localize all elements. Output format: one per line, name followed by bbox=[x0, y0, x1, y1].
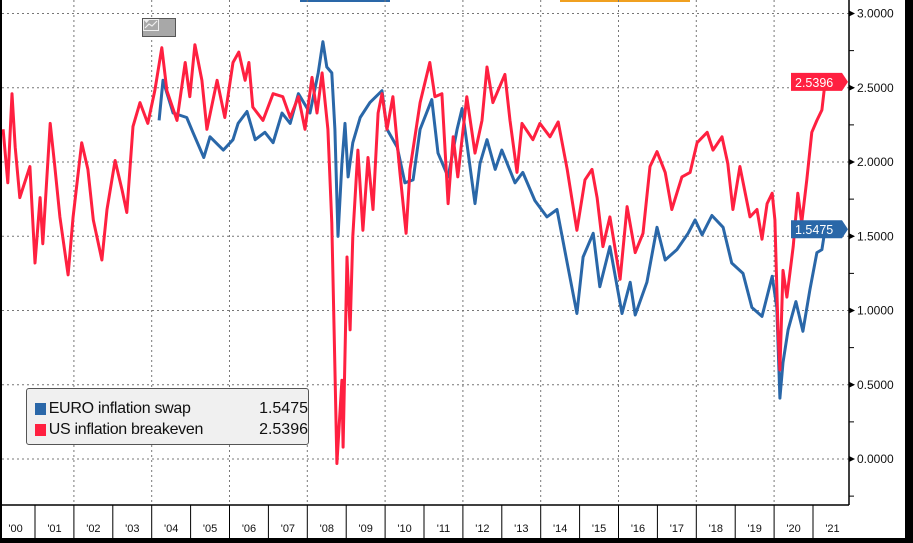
y-tick-label: 2.5000 bbox=[857, 81, 894, 95]
legend-label: US inflation breakeven bbox=[48, 420, 204, 438]
y-tick-label: 3.0000 bbox=[857, 7, 894, 21]
chart-background bbox=[2, 0, 905, 538]
y-axis: 3.0000 2.5000 2.0000 1.5000 1.0000 0.5000 0.00… bbox=[848, 0, 894, 505]
y-tick-marker bbox=[849, 381, 855, 388]
y-tick-label: 0.0000 bbox=[857, 452, 894, 466]
x-tick-label: '11 bbox=[437, 523, 451, 535]
x-tick-label: '15 bbox=[592, 523, 606, 535]
x-tick-label: '19 bbox=[748, 523, 762, 535]
legend-item-us: US inflation breakeven 2.5396 bbox=[35, 419, 308, 440]
x-tick-label: '04 bbox=[164, 523, 178, 535]
x-tick-label: '17 bbox=[670, 523, 684, 535]
series-line-us bbox=[1, 43, 827, 465]
x-tick-label: '00 bbox=[8, 523, 22, 535]
y-tick-marker bbox=[849, 10, 855, 17]
value-badge-euro bbox=[791, 220, 848, 239]
legend-swatch-euro bbox=[35, 402, 46, 415]
x-tick-label: '21 bbox=[825, 523, 839, 535]
x-tick-label: '18 bbox=[709, 523, 723, 535]
top-strip-orange bbox=[560, 0, 690, 2]
line-chart-icon bbox=[143, 19, 159, 31]
x-tick-label: '07 bbox=[281, 523, 295, 535]
x-tick-label: '08 bbox=[320, 523, 334, 535]
legend: EURO inflation swap 1.5475 US inflation … bbox=[26, 388, 309, 445]
x-tick-label: '03 bbox=[125, 523, 139, 535]
top-strip-blue bbox=[300, 0, 390, 2]
x-tick-label: '05 bbox=[203, 523, 217, 535]
value-badge-label-euro: 1.5475 bbox=[795, 223, 833, 237]
x-tick-label: '13 bbox=[514, 523, 528, 535]
chevron-down-icon bbox=[143, 19, 150, 23]
x-tick-label: '10 bbox=[397, 523, 411, 535]
legend-label: EURO inflation swap bbox=[48, 399, 191, 417]
x-tick-label: '06 bbox=[242, 523, 256, 535]
x-tick-label: '09 bbox=[359, 523, 373, 535]
y-tick-marker bbox=[849, 159, 855, 165]
x-tick-label: '20 bbox=[786, 523, 800, 535]
y-tick-marker bbox=[849, 307, 855, 314]
series-group bbox=[1, 40, 827, 465]
value-badges: 2.5396 1.5475 bbox=[791, 72, 848, 239]
legend-value: 2.5396 bbox=[259, 420, 308, 438]
y-tick-marker bbox=[849, 233, 855, 240]
legend-value: 1.5475 bbox=[259, 399, 308, 417]
x-tick-label: '12 bbox=[475, 523, 489, 535]
legend-item-euro: EURO inflation swap 1.5475 bbox=[35, 398, 308, 419]
y-tick-marker bbox=[849, 84, 855, 91]
x-tick-label: '14 bbox=[553, 523, 567, 535]
x-tick-label: '01 bbox=[47, 523, 61, 535]
y-tick-label: 0.5000 bbox=[857, 378, 894, 392]
y-tick-label: 2.0000 bbox=[857, 155, 894, 169]
x-tick-label: '02 bbox=[86, 523, 100, 535]
y-tick-label: 1.0000 bbox=[857, 304, 894, 318]
series-line-euro bbox=[157, 40, 827, 400]
legend-swatch-us bbox=[35, 423, 46, 436]
chart-type-button[interactable] bbox=[142, 18, 176, 37]
value-badge-label-us: 2.5396 bbox=[795, 76, 833, 90]
frame-left bbox=[0, 0, 2, 543]
x-tick-label: '16 bbox=[631, 523, 645, 535]
y-tick-marker bbox=[849, 456, 855, 462]
y-tick-label: 1.5000 bbox=[857, 229, 894, 243]
value-badge-us bbox=[791, 72, 848, 91]
x-axis: '00 '01 '02 '03 '04 '05 '06 '07 '08 '09 '10 '11 '12 '… bbox=[0, 0, 849, 543]
